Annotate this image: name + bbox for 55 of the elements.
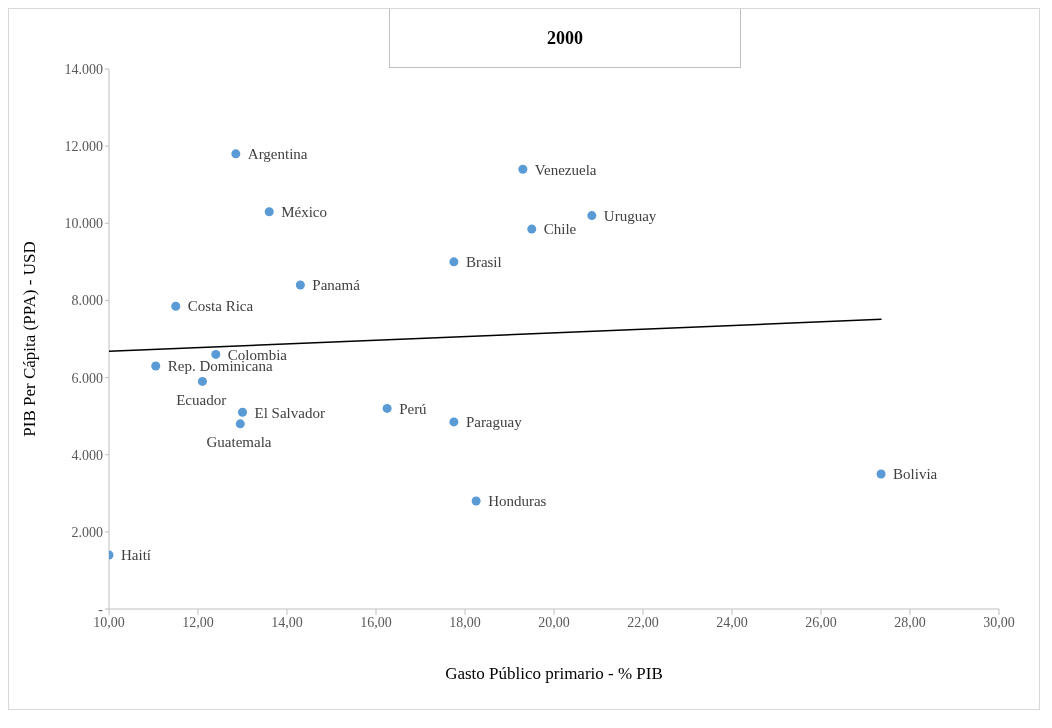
x-tick-label: 22,00 <box>627 614 659 630</box>
annotation: Guatemala <box>206 434 272 451</box>
point <box>231 149 241 159</box>
annotation: Bolivia <box>893 466 938 483</box>
y-tick-label: - <box>98 601 104 617</box>
x-axis-title: Gasto Público primario - % PIB <box>445 664 663 683</box>
annotation: Argentina <box>247 146 308 163</box>
x-tick-label: 14,00 <box>271 614 303 630</box>
x-tick-label: 10,00 <box>93 614 125 630</box>
annotation: El Salvador <box>254 404 325 421</box>
point <box>197 376 207 386</box>
point <box>876 469 886 479</box>
point <box>151 361 161 371</box>
x-tick-label: 12,00 <box>182 614 214 630</box>
point <box>587 211 597 221</box>
point <box>211 349 221 359</box>
point <box>382 403 392 413</box>
point <box>264 207 274 217</box>
annotation: Costa Rica <box>187 298 254 315</box>
point <box>171 301 181 311</box>
chart-title: 2000 <box>389 9 741 68</box>
annotation: Haití <box>121 547 151 564</box>
y-tick-label: 8.000 <box>71 293 103 309</box>
annotation: Ecuador <box>176 391 227 408</box>
point <box>235 419 245 429</box>
point <box>527 224 537 234</box>
y-tick-label: 14.000 <box>64 61 103 77</box>
annotation: Panamá <box>312 277 361 294</box>
annotation: Brasil <box>465 254 502 271</box>
x-tick-label: 20,00 <box>538 614 570 630</box>
annotation: Honduras <box>488 493 547 510</box>
annotation: Perú <box>399 400 428 417</box>
x-tick-label: 16,00 <box>360 614 392 630</box>
point <box>471 496 481 506</box>
y-tick-label: 2.000 <box>71 524 103 540</box>
point <box>237 407 248 417</box>
annotation: Chile <box>543 221 577 238</box>
y-tick-label: 6.000 <box>71 370 103 386</box>
y-axis-title: PIB Per Cápita (PPA) - USD <box>20 241 40 437</box>
point <box>449 257 459 267</box>
point <box>518 164 528 174</box>
x-tick-label: 18,00 <box>449 614 481 630</box>
x-tick-label: 30,00 <box>983 614 1015 630</box>
point <box>449 417 459 427</box>
annotation: Venezuela <box>534 161 597 178</box>
annotation: Uruguay <box>603 207 657 224</box>
point <box>295 280 305 290</box>
y-tick-label: 12.000 <box>64 139 103 155</box>
y-tick-label: 10.000 <box>64 216 103 232</box>
x-tick-label: 24,00 <box>716 614 748 630</box>
y-tick-label: 4.000 <box>71 447 103 463</box>
x-tick-label: 26,00 <box>805 614 837 630</box>
annotation: Paraguay <box>465 414 523 431</box>
x-tick-label: 28,00 <box>894 614 926 630</box>
annotation: México <box>281 203 328 220</box>
